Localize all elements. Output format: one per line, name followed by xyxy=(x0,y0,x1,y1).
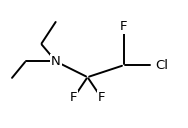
Text: F: F xyxy=(120,20,127,33)
Text: N: N xyxy=(51,55,61,68)
Text: F: F xyxy=(70,91,77,104)
Text: Cl: Cl xyxy=(155,59,168,72)
Text: F: F xyxy=(98,91,105,104)
